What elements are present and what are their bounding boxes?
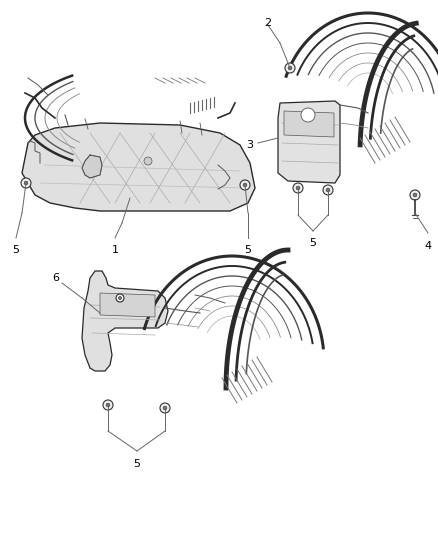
Text: 6: 6 [53, 273, 60, 283]
Text: 1: 1 [112, 245, 119, 255]
Circle shape [240, 180, 250, 190]
Circle shape [163, 406, 167, 410]
Circle shape [116, 294, 124, 302]
Circle shape [24, 181, 28, 185]
Circle shape [301, 108, 315, 122]
Text: 5: 5 [244, 245, 251, 255]
Circle shape [323, 185, 333, 195]
Circle shape [106, 403, 110, 407]
Text: 5: 5 [134, 459, 141, 469]
Circle shape [119, 296, 121, 300]
Text: 5: 5 [310, 238, 317, 248]
Circle shape [21, 178, 31, 188]
Circle shape [326, 188, 330, 192]
Circle shape [103, 400, 113, 410]
Circle shape [413, 193, 417, 197]
Circle shape [293, 183, 303, 193]
Polygon shape [284, 111, 334, 137]
Circle shape [410, 190, 420, 200]
Text: 3: 3 [247, 140, 254, 150]
Circle shape [288, 66, 292, 70]
Circle shape [160, 403, 170, 413]
Circle shape [285, 63, 295, 73]
Circle shape [243, 183, 247, 187]
Circle shape [144, 157, 152, 165]
Polygon shape [22, 123, 255, 211]
Polygon shape [82, 155, 102, 178]
Text: 5: 5 [13, 245, 20, 255]
Text: 4: 4 [424, 241, 431, 251]
Polygon shape [278, 101, 340, 183]
Polygon shape [82, 271, 168, 371]
Polygon shape [100, 293, 155, 317]
Circle shape [296, 186, 300, 190]
Text: 2: 2 [265, 18, 272, 28]
